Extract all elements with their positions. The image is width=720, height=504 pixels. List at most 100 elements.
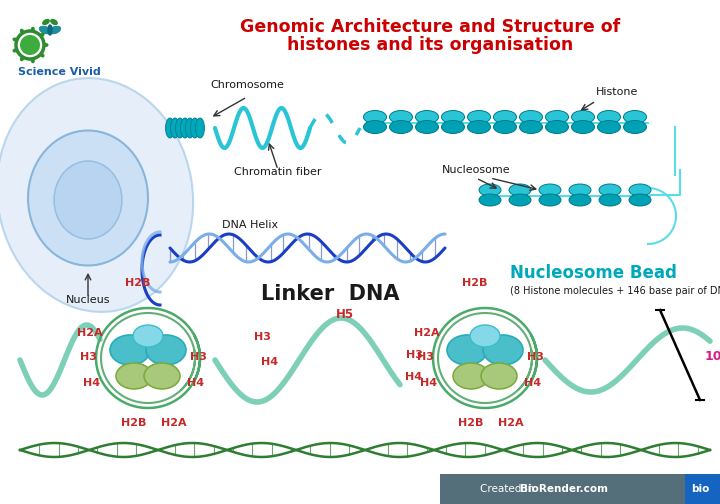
Ellipse shape — [40, 32, 45, 37]
Ellipse shape — [40, 53, 45, 57]
Ellipse shape — [181, 118, 189, 138]
Ellipse shape — [43, 43, 48, 47]
Text: Linker  DNA: Linker DNA — [261, 284, 400, 304]
Ellipse shape — [520, 110, 542, 123]
Ellipse shape — [196, 118, 204, 138]
Text: bio: bio — [690, 484, 709, 494]
Ellipse shape — [390, 110, 413, 123]
Ellipse shape — [624, 120, 647, 134]
Ellipse shape — [493, 110, 516, 123]
Ellipse shape — [599, 194, 621, 206]
Text: Chromosome: Chromosome — [210, 80, 284, 90]
Ellipse shape — [509, 194, 531, 206]
Ellipse shape — [569, 194, 591, 206]
Text: Nucleosome: Nucleosome — [442, 165, 510, 175]
Text: H4: H4 — [84, 378, 101, 388]
Ellipse shape — [509, 184, 531, 196]
Bar — [685, 474, 720, 504]
Ellipse shape — [133, 325, 163, 347]
Ellipse shape — [28, 131, 148, 266]
Ellipse shape — [415, 120, 438, 134]
Text: H3: H3 — [417, 352, 433, 362]
Ellipse shape — [390, 120, 413, 134]
Ellipse shape — [624, 110, 647, 123]
Ellipse shape — [493, 120, 516, 134]
Ellipse shape — [447, 335, 487, 365]
Ellipse shape — [599, 184, 621, 196]
Ellipse shape — [12, 48, 17, 52]
Ellipse shape — [12, 37, 17, 42]
Text: H2A: H2A — [414, 328, 440, 338]
Ellipse shape — [415, 110, 438, 123]
Ellipse shape — [176, 118, 184, 138]
Ellipse shape — [191, 118, 199, 138]
Text: Nucleosome Bead: Nucleosome Bead — [510, 264, 677, 282]
Text: H4: H4 — [405, 372, 423, 382]
Ellipse shape — [364, 110, 387, 123]
Ellipse shape — [171, 118, 179, 138]
Text: Created in: Created in — [480, 484, 538, 494]
Ellipse shape — [51, 20, 57, 25]
Ellipse shape — [144, 363, 180, 389]
Ellipse shape — [453, 363, 489, 389]
Text: 10nm: 10nm — [705, 350, 720, 363]
Text: H4: H4 — [261, 357, 279, 367]
Ellipse shape — [470, 325, 500, 347]
Circle shape — [20, 35, 40, 55]
Ellipse shape — [54, 161, 122, 239]
Ellipse shape — [20, 56, 24, 61]
Bar — [440, 474, 720, 504]
Text: H2B: H2B — [125, 278, 150, 288]
Ellipse shape — [479, 184, 501, 196]
Text: histones and its organisation: histones and its organisation — [287, 36, 573, 54]
Ellipse shape — [441, 120, 464, 134]
Ellipse shape — [520, 120, 542, 134]
Text: H5: H5 — [336, 308, 354, 321]
Ellipse shape — [39, 26, 51, 34]
Text: H4: H4 — [187, 378, 204, 388]
Text: (8 Histone molecules + 146 base pair of DNA): (8 Histone molecules + 146 base pair of … — [510, 286, 720, 296]
Ellipse shape — [48, 25, 52, 35]
Text: H2B: H2B — [462, 278, 487, 288]
Ellipse shape — [42, 20, 49, 25]
Text: H4: H4 — [524, 378, 541, 388]
Ellipse shape — [31, 58, 35, 63]
Ellipse shape — [116, 363, 152, 389]
Text: H3: H3 — [80, 352, 96, 362]
Ellipse shape — [479, 194, 501, 206]
Ellipse shape — [483, 335, 523, 365]
Ellipse shape — [539, 194, 561, 206]
Text: H2A: H2A — [161, 418, 186, 428]
Ellipse shape — [166, 118, 174, 138]
Ellipse shape — [629, 184, 651, 196]
Text: H2B: H2B — [121, 418, 147, 428]
Ellipse shape — [31, 27, 35, 32]
Ellipse shape — [0, 78, 193, 312]
Ellipse shape — [364, 120, 387, 134]
Text: H3: H3 — [526, 352, 544, 362]
Ellipse shape — [467, 120, 490, 134]
Ellipse shape — [572, 110, 595, 123]
Ellipse shape — [467, 110, 490, 123]
Ellipse shape — [186, 118, 194, 138]
Ellipse shape — [629, 194, 651, 206]
Text: H3: H3 — [189, 352, 207, 362]
Text: H3: H3 — [405, 350, 423, 360]
Text: DNA Helix: DNA Helix — [222, 220, 278, 230]
Ellipse shape — [49, 26, 60, 34]
Text: H4: H4 — [420, 378, 438, 388]
Ellipse shape — [572, 120, 595, 134]
Ellipse shape — [598, 120, 621, 134]
Ellipse shape — [546, 110, 569, 123]
Text: Nucleus: Nucleus — [66, 295, 110, 305]
Text: Genomic Architecture and Structure of: Genomic Architecture and Structure of — [240, 18, 620, 36]
Text: H2B: H2B — [459, 418, 484, 428]
Text: Chromatin fiber: Chromatin fiber — [234, 167, 322, 177]
Ellipse shape — [110, 335, 150, 365]
Ellipse shape — [146, 335, 186, 365]
Text: Histone: Histone — [596, 87, 639, 97]
Ellipse shape — [546, 120, 569, 134]
Ellipse shape — [481, 363, 517, 389]
Text: H2A: H2A — [77, 328, 103, 338]
Ellipse shape — [598, 110, 621, 123]
